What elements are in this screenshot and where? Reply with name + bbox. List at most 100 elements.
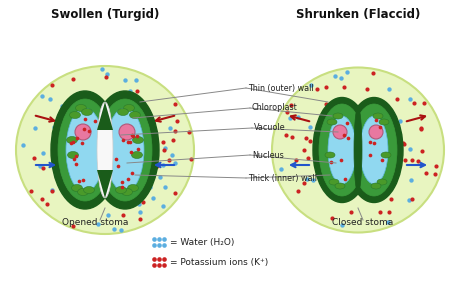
Ellipse shape (66, 108, 104, 192)
Point (43, 201, 50, 206)
Point (149, 196, 156, 201)
Text: Opened stoma: Opened stoma (62, 218, 128, 227)
Point (94, 221, 101, 226)
Point (38, 196, 46, 201)
Point (146, 184, 154, 189)
Point (173, 119, 181, 124)
Point (366, 140, 374, 145)
Point (133, 133, 141, 138)
Text: Thick (inner) wall: Thick (inner) wall (248, 173, 317, 182)
Point (282, 133, 289, 138)
Point (135, 202, 143, 207)
Point (387, 196, 394, 201)
Point (186, 130, 193, 135)
Polygon shape (97, 170, 113, 198)
Point (27, 189, 35, 194)
Point (347, 209, 355, 214)
Point (418, 126, 425, 131)
Point (337, 76, 345, 81)
Ellipse shape (66, 136, 78, 144)
Point (343, 70, 351, 74)
Point (128, 171, 136, 176)
Point (67, 140, 75, 145)
Text: Swollen (Turgid): Swollen (Turgid) (51, 8, 159, 21)
Point (371, 141, 378, 146)
Ellipse shape (121, 189, 133, 195)
Point (288, 103, 295, 108)
Point (79, 178, 87, 183)
Point (396, 119, 403, 124)
Text: Shrunken (Flaccid): Shrunken (Flaccid) (296, 8, 420, 21)
Point (410, 101, 418, 105)
Point (294, 188, 302, 193)
Point (48, 83, 56, 88)
Point (292, 158, 300, 162)
Ellipse shape (129, 111, 140, 119)
Point (69, 76, 76, 81)
Point (407, 97, 414, 102)
Text: Nucleus: Nucleus (252, 150, 284, 159)
Point (73, 136, 80, 141)
Point (160, 257, 168, 261)
Point (381, 191, 388, 196)
Point (82, 117, 89, 122)
Point (118, 179, 126, 184)
Ellipse shape (116, 187, 127, 193)
Point (409, 157, 416, 162)
Point (159, 204, 167, 209)
Ellipse shape (381, 152, 391, 158)
Point (150, 243, 158, 247)
Ellipse shape (133, 136, 144, 144)
Point (137, 210, 144, 215)
Point (306, 139, 313, 143)
Point (331, 74, 339, 78)
Point (161, 184, 169, 189)
Point (303, 176, 311, 181)
Point (81, 126, 88, 131)
Ellipse shape (360, 116, 388, 184)
Point (91, 118, 99, 123)
Point (337, 158, 345, 163)
Point (114, 163, 121, 168)
Point (302, 136, 310, 140)
Point (71, 156, 78, 161)
Point (171, 191, 178, 196)
Point (294, 115, 301, 120)
Point (155, 263, 163, 267)
Ellipse shape (51, 91, 119, 209)
Point (168, 152, 176, 157)
Point (385, 87, 392, 92)
Point (300, 180, 308, 185)
Point (407, 178, 414, 182)
Point (139, 199, 147, 204)
Point (422, 170, 430, 175)
Point (171, 128, 179, 133)
Text: Closed stoma: Closed stoma (332, 218, 393, 227)
Ellipse shape (371, 183, 381, 189)
Point (166, 158, 173, 163)
Point (169, 138, 177, 142)
Ellipse shape (313, 97, 371, 203)
Point (153, 163, 161, 168)
Ellipse shape (16, 66, 194, 234)
Point (376, 125, 383, 129)
Point (277, 167, 285, 172)
Point (373, 117, 380, 122)
Point (155, 257, 163, 261)
Ellipse shape (131, 151, 143, 159)
Ellipse shape (335, 183, 345, 189)
Point (406, 146, 413, 151)
Point (363, 87, 370, 91)
Point (160, 243, 168, 247)
Point (322, 101, 330, 106)
Point (78, 140, 85, 145)
Point (306, 125, 314, 129)
Ellipse shape (91, 91, 159, 209)
Point (160, 263, 168, 267)
Point (69, 224, 76, 228)
Ellipse shape (83, 187, 94, 193)
Point (409, 197, 416, 202)
Ellipse shape (325, 152, 335, 158)
Ellipse shape (67, 151, 79, 159)
Point (51, 124, 58, 129)
